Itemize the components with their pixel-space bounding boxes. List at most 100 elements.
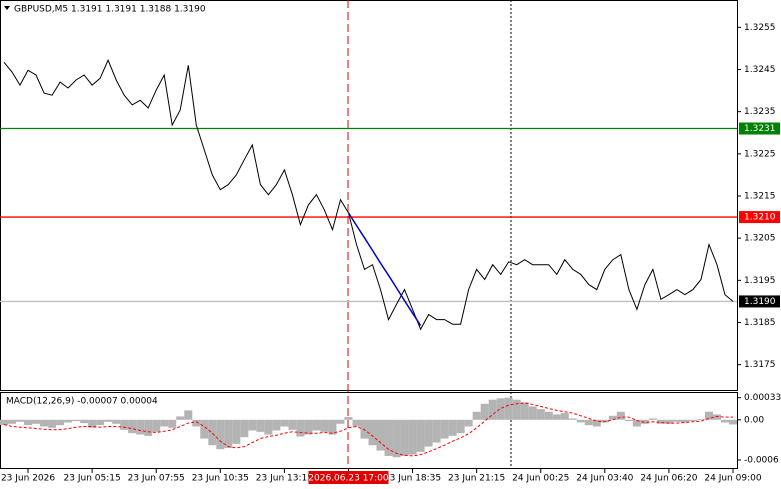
macd-bar	[32, 419, 41, 424]
macd-bar	[408, 419, 417, 455]
macd-bar	[552, 414, 561, 420]
y-tick-label: 1.3235	[744, 107, 776, 117]
macd-panel	[0, 392, 738, 469]
macd-bar	[64, 419, 73, 423]
macd-bar	[360, 419, 369, 439]
macd-bar	[184, 410, 193, 420]
macd-bar	[464, 419, 473, 427]
crosshair-label: 2026.06.23 17:00	[308, 474, 389, 484]
macd-bar	[472, 411, 481, 420]
x-tick-label: 23 Jun 13:15	[256, 474, 313, 484]
macd-bar	[224, 419, 233, 448]
y-tick-label: 1.3225	[744, 149, 776, 159]
macd-bar	[496, 398, 505, 420]
x-tick-label: 24 Jun 00:25	[512, 474, 569, 484]
macd-bar	[376, 419, 385, 451]
macd-bar	[72, 419, 81, 422]
level-line-label: 1.3231	[744, 124, 776, 134]
macd-bar	[504, 397, 513, 420]
macd-bar	[384, 419, 393, 456]
macd-bar	[40, 419, 49, 427]
macd-bar	[584, 419, 593, 426]
y-tick-label: 0.00	[744, 415, 764, 425]
macd-bar	[512, 399, 521, 420]
macd-bar	[328, 419, 337, 435]
macd-bar	[104, 419, 113, 422]
y-tick-label: 1.3195	[744, 276, 776, 286]
macd-bar	[160, 419, 169, 427]
macd-bar	[136, 419, 145, 435]
macd-bar	[624, 419, 633, 422]
macd-bar	[288, 419, 297, 430]
macd-bar	[248, 419, 257, 431]
macd-bar	[688, 419, 697, 422]
macd-bar	[80, 419, 89, 424]
trend-line	[347, 212, 422, 326]
macd-bar	[440, 419, 449, 439]
macd-bar	[600, 419, 609, 423]
macd-bar	[528, 406, 537, 420]
y-tick-label: 1.3205	[744, 234, 776, 244]
macd-bar	[616, 411, 625, 420]
y-tick-label: -0.0006	[744, 455, 779, 465]
macd-bar	[208, 419, 217, 446]
macd-bar	[488, 399, 497, 420]
macd-bar	[200, 419, 209, 439]
macd-bar	[168, 419, 177, 428]
macd-bar	[144, 419, 153, 436]
macd-bar	[344, 417, 353, 420]
macd-bar	[56, 419, 65, 426]
macd-bar	[368, 419, 377, 446]
y-tick-label: 1.3255	[744, 23, 776, 33]
x-tick-label: 24 Jun 03:40	[576, 474, 633, 484]
macd-bar	[0, 419, 9, 426]
level-line-label: 1.3210	[744, 213, 776, 223]
macd-bar	[152, 419, 161, 432]
level-line-box	[739, 211, 780, 224]
macd-bar	[664, 419, 673, 424]
macd-bar	[336, 419, 345, 424]
macd-bar	[592, 419, 601, 427]
macd-bar	[256, 419, 265, 432]
macd-bar	[448, 419, 457, 436]
macd-bar	[24, 419, 33, 426]
macd-bar	[424, 419, 433, 447]
symbol-menu-arrow[interactable]	[4, 6, 10, 10]
macd-bar	[432, 419, 441, 443]
macd-bar	[520, 402, 529, 420]
macd-bar	[120, 419, 129, 430]
macd-bar	[648, 418, 657, 420]
signal-line	[3, 402, 733, 457]
macd-bar	[400, 419, 409, 456]
macd-bar	[576, 419, 585, 423]
macd-bar	[608, 415, 617, 420]
y-tick-label: 1.3185	[744, 318, 776, 328]
macd-bar	[312, 419, 321, 431]
macd-bar	[280, 419, 289, 427]
macd-bar	[728, 419, 737, 425]
price-title: GBPUSD,M5 1.3191 1.3191 1.3188 1.3190	[14, 5, 206, 15]
price-line	[3, 58, 734, 331]
macd-bar	[416, 419, 425, 452]
level-line-box	[739, 122, 780, 135]
macd-bar	[128, 419, 137, 434]
macd-bar	[304, 419, 313, 435]
macd-bar	[8, 419, 17, 424]
bid-line-box	[739, 295, 780, 308]
macd-bar	[536, 409, 545, 420]
macd-bar	[16, 419, 25, 422]
macd-bar	[88, 419, 97, 428]
macd-bar	[456, 419, 465, 434]
crosshair-label-box	[308, 471, 389, 484]
macd-bar	[672, 419, 681, 422]
macd-bar	[192, 419, 201, 427]
x-tick-label: 24 Jun 06:20	[640, 474, 697, 484]
y-tick-label: 1.3245	[744, 65, 776, 75]
x-tick-label: 23 Jun 10:35	[192, 474, 249, 484]
macd-bar	[704, 411, 713, 420]
x-tick-label: 23 Jun 05:15	[64, 474, 121, 484]
macd-bar	[272, 419, 281, 431]
